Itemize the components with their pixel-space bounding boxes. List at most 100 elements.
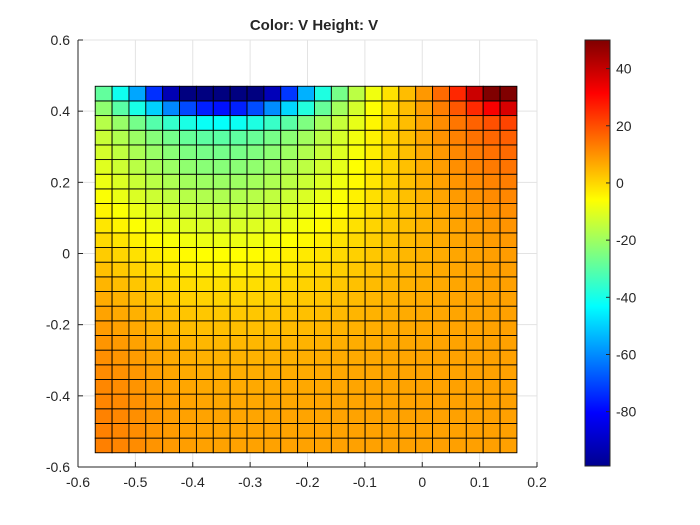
surface-cell [179, 379, 197, 395]
surface-cell [432, 203, 450, 219]
surface-cell [179, 188, 197, 204]
colorbar: 40 20 0 -20 -40 -60 -80 [584, 39, 636, 467]
surface-cell [128, 335, 147, 351]
surface-cell [415, 144, 434, 161]
surface-cell [448, 320, 467, 336]
surface-cell [415, 422, 434, 439]
surface-cell [432, 393, 450, 410]
surface-cell [212, 85, 231, 102]
surface-cell [314, 276, 332, 292]
colorbar-tick-label: 40 [616, 61, 632, 77]
surface-cell [246, 232, 265, 248]
surface-cell [381, 173, 400, 190]
surface-cell [297, 305, 315, 322]
surface-cell [347, 129, 366, 146]
surface-cell [381, 393, 400, 410]
surface-cell [482, 364, 501, 380]
surface-cell [179, 364, 197, 380]
surface-cell [364, 144, 383, 161]
surface-cell [297, 437, 315, 454]
surface-cell [415, 188, 434, 204]
surface-cell [246, 247, 265, 263]
surface-cell [111, 364, 130, 380]
colorbar-gradient [584, 39, 611, 467]
surface-cell [145, 379, 164, 395]
surface-cell [465, 364, 484, 380]
surface-cell [314, 261, 332, 278]
surface-cell [314, 349, 332, 366]
surface-cell [364, 188, 383, 204]
surface-cell [128, 115, 147, 131]
surface-cell [398, 203, 417, 219]
surface-cell [145, 305, 164, 322]
surface-cell [280, 393, 299, 410]
surface-cell [212, 203, 231, 219]
surface-cell [347, 379, 366, 395]
surface-cell [246, 159, 265, 175]
x-tick-label: -0.3 [238, 474, 262, 490]
surface-cell [482, 379, 501, 395]
surface-cell [448, 217, 467, 234]
surface-cell [179, 276, 197, 292]
surface-cell [195, 320, 214, 336]
surface-cell [179, 85, 197, 102]
surface-cell [94, 408, 113, 424]
surface-cell [128, 422, 147, 439]
surface-cell [432, 247, 450, 263]
surface-cell [263, 247, 282, 263]
surface-cell [314, 173, 332, 190]
surface-cell [432, 364, 450, 380]
surface-cell [465, 100, 484, 117]
surface-cell [229, 247, 248, 263]
surface-cell [246, 349, 265, 366]
surface-cell [94, 217, 113, 234]
surface-cell [229, 115, 248, 131]
surface-cell [280, 291, 299, 307]
surface-cell [280, 320, 299, 336]
surface-cell [145, 115, 164, 131]
surface-cell [94, 129, 113, 146]
surface-cell [364, 159, 383, 175]
surface-cell [94, 305, 113, 322]
surface-cell [499, 115, 518, 131]
surface-cell [364, 364, 383, 380]
surface-cell [94, 144, 113, 161]
surface-cell [195, 408, 214, 424]
surface-cell [297, 320, 315, 336]
surface-cell [398, 379, 417, 395]
surface-cell [465, 291, 484, 307]
surface-cell [94, 379, 113, 395]
surface-cell [330, 188, 349, 204]
surface-cell [229, 335, 248, 351]
surface-cell [280, 173, 299, 190]
surface-cell [145, 203, 164, 219]
surface-cell [111, 173, 130, 190]
surface-cell [94, 364, 113, 380]
surface-cell [499, 320, 518, 336]
surface-cell [465, 320, 484, 336]
surface-cell [297, 261, 315, 278]
surface-cell [297, 85, 315, 102]
surface-cell [465, 379, 484, 395]
surface-cell [229, 437, 248, 454]
surface-cell [432, 291, 450, 307]
surface-cell [448, 232, 467, 248]
surface-cell [381, 144, 400, 161]
surface-cell [432, 85, 450, 102]
surface-cell [94, 335, 113, 351]
surface-mesh [94, 85, 518, 454]
surface-cell [314, 188, 332, 204]
surface-cell [482, 188, 501, 204]
surface-cell [415, 276, 434, 292]
surface-cell [314, 305, 332, 322]
surface-cell [314, 115, 332, 131]
surface-cell [212, 188, 231, 204]
surface-cell [465, 85, 484, 102]
surface-cell [330, 115, 349, 131]
surface-cell [347, 217, 366, 234]
surface-cell [263, 305, 282, 322]
surface-cell [111, 85, 130, 102]
surface-cell [212, 291, 231, 307]
surface-cell [280, 217, 299, 234]
surface-cell [381, 159, 400, 175]
